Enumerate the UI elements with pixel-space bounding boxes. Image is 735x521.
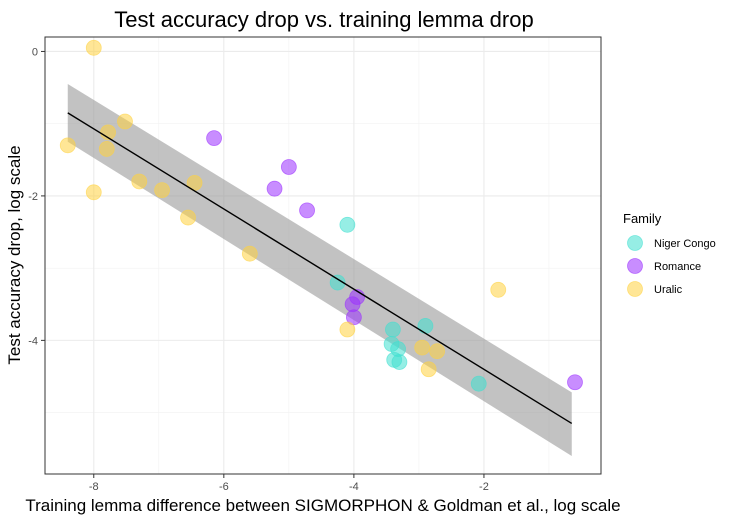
data-point-uralic <box>85 39 102 56</box>
fit-line <box>67 112 573 425</box>
legend-title: Family <box>623 211 662 226</box>
data-point-uralic <box>154 182 170 199</box>
data-point-romance <box>567 374 583 391</box>
y-tick-label: -4 <box>28 335 38 347</box>
data-point-uralic <box>414 339 431 356</box>
chart-title: Test accuracy drop vs. training lemma dr… <box>114 7 533 32</box>
legend-label-niger-congo: Niger Congo <box>654 238 716 250</box>
data-point-romance <box>266 180 283 197</box>
x-axis-ticks: -8 -6 -4 -2 <box>89 474 489 493</box>
data-point-niger-congo <box>470 375 487 392</box>
data-point-uralic <box>180 209 196 226</box>
data-point-niger-congo <box>385 321 401 338</box>
data-point-uralic <box>85 184 102 201</box>
y-axis-ticks: 0 -2 -4 <box>28 46 45 347</box>
data-point-niger-congo <box>417 318 434 334</box>
data-point-uralic <box>429 343 446 360</box>
data-point-uralic <box>420 361 437 378</box>
plot-border <box>44 36 602 475</box>
legend-label-romance: Romance <box>654 261 701 273</box>
data-point-uralic <box>241 245 258 262</box>
data-point-romance <box>299 202 315 219</box>
y-axis-label: Test accuracy drop, log scale <box>5 145 24 364</box>
data-point-uralic <box>339 321 356 338</box>
data-point-uralic <box>98 141 115 157</box>
x-tick-label: -2 <box>479 481 489 493</box>
legend-key-romance <box>627 258 643 274</box>
legend-items: Niger Congo Romance Uralic <box>627 235 716 297</box>
x-tick-label: -4 <box>349 481 359 493</box>
data-point-romance <box>345 309 362 326</box>
x-tick-label: -6 <box>219 481 229 493</box>
y-tick-label: -2 <box>28 191 38 203</box>
data-point-uralic <box>131 173 148 190</box>
legend-label-uralic: Uralic <box>654 284 683 296</box>
y-tick-label: 0 <box>32 46 38 58</box>
legend-key-uralic <box>627 281 643 297</box>
x-tick-label: -8 <box>89 481 99 493</box>
data-point-uralic <box>59 137 76 154</box>
data-point-niger-congo <box>339 216 356 233</box>
x-axis-label: Training lemma difference between SIGMOR… <box>25 496 620 515</box>
data-points <box>59 39 583 392</box>
data-point-niger-congo <box>391 354 408 370</box>
legend: Family Niger Congo Romance Uralic <box>623 211 716 297</box>
legend-key-niger-congo <box>627 235 643 251</box>
data-point-romance <box>206 130 222 147</box>
data-point-romance <box>280 159 297 175</box>
data-point-uralic <box>490 281 507 298</box>
data-point-niger-congo <box>329 274 346 291</box>
data-point-uralic <box>117 113 133 130</box>
fit-line-group <box>67 112 573 425</box>
